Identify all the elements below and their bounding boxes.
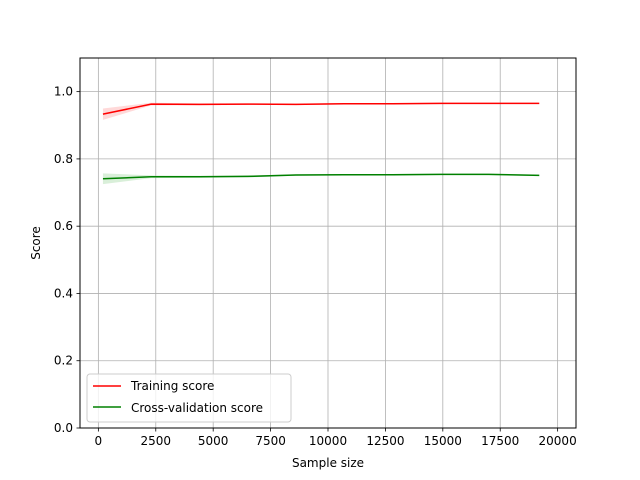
x-tick-label: 20000 <box>539 434 577 448</box>
y-tick-label: 1.0 <box>54 85 73 99</box>
x-tick-label: 17500 <box>481 434 519 448</box>
x-tick-label: 2500 <box>141 434 172 448</box>
x-tick-label: 12500 <box>366 434 404 448</box>
series-line-1 <box>102 173 540 180</box>
legend: Training score Cross-validation score <box>86 373 292 423</box>
y-axis-title: Score <box>29 226 43 260</box>
x-tick-label: 7500 <box>255 434 286 448</box>
y-tick-label: 0.0 <box>54 421 73 435</box>
legend-box <box>86 373 292 423</box>
x-tick-label: 15000 <box>424 434 462 448</box>
x-tick-label: 10000 <box>309 434 347 448</box>
legend-label-cross-validation: Cross-validation score <box>131 401 263 415</box>
x-axis-title: Sample size <box>292 456 364 470</box>
legend-label-training: Training score <box>130 379 214 393</box>
x-tick-label: 0 <box>95 434 103 448</box>
y-tick-label: 0.6 <box>54 219 73 233</box>
x-tick-label: 5000 <box>198 434 229 448</box>
series-lines <box>102 102 540 180</box>
y-tick-label: 0.4 <box>54 286 73 300</box>
y-tick-label: 0.8 <box>54 152 73 166</box>
axis-ticks: 0 2500 5000 7500 10000 12500 15000 17500 20000 0.… <box>54 85 577 448</box>
series-line-0 <box>102 102 540 115</box>
y-tick-label: 0.2 <box>54 354 73 368</box>
